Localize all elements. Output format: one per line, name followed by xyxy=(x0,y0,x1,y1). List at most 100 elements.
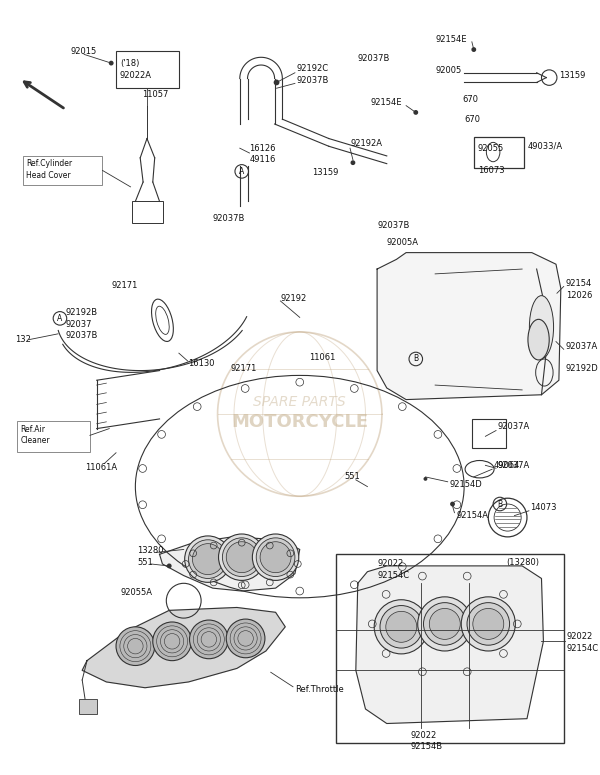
Text: 16126: 16126 xyxy=(250,143,276,153)
Polygon shape xyxy=(82,608,285,687)
Polygon shape xyxy=(160,537,300,591)
Circle shape xyxy=(223,538,261,577)
Circle shape xyxy=(185,536,231,582)
Text: 92154E: 92154E xyxy=(370,98,402,107)
Text: 92192: 92192 xyxy=(280,294,307,302)
Text: Ref.Cylinder: Ref.Cylinder xyxy=(26,159,72,168)
Circle shape xyxy=(430,608,460,639)
Text: 92037B: 92037B xyxy=(66,331,98,340)
Circle shape xyxy=(386,611,417,642)
Text: 11057: 11057 xyxy=(142,90,169,98)
Circle shape xyxy=(193,543,223,574)
Polygon shape xyxy=(377,253,561,400)
Text: 92037A: 92037A xyxy=(498,422,530,431)
Text: 551: 551 xyxy=(344,473,360,481)
Circle shape xyxy=(413,110,418,115)
Text: SPARE PARTS: SPARE PARTS xyxy=(253,395,346,409)
Circle shape xyxy=(218,534,265,580)
Circle shape xyxy=(190,620,228,659)
Text: 92154A: 92154A xyxy=(457,512,488,520)
Text: Head Cover: Head Cover xyxy=(26,170,71,180)
Circle shape xyxy=(188,540,227,578)
Circle shape xyxy=(226,542,257,573)
Bar xyxy=(23,156,103,185)
Text: 92005: 92005 xyxy=(435,67,461,75)
Text: 132: 132 xyxy=(16,335,31,344)
Text: 92154B: 92154B xyxy=(411,742,443,751)
Circle shape xyxy=(472,47,476,52)
Text: B: B xyxy=(497,500,502,508)
Text: 49033/A: 49033/A xyxy=(528,142,563,151)
Text: 13159: 13159 xyxy=(313,168,338,177)
Text: 16130: 16130 xyxy=(188,360,215,368)
Text: (13280): (13280) xyxy=(506,557,539,567)
Text: 92037B: 92037B xyxy=(297,76,329,85)
Text: 92022: 92022 xyxy=(377,560,403,569)
Circle shape xyxy=(226,619,265,658)
Circle shape xyxy=(467,603,509,645)
Text: 13280: 13280 xyxy=(137,546,164,555)
Text: 670: 670 xyxy=(462,95,478,105)
Text: 11061A: 11061A xyxy=(85,463,117,472)
Text: 92171: 92171 xyxy=(111,281,137,290)
Circle shape xyxy=(418,597,472,651)
Text: MOTORCYCLE: MOTORCYCLE xyxy=(231,413,368,431)
Text: 92022A: 92022A xyxy=(120,71,152,80)
Bar xyxy=(472,419,506,448)
Circle shape xyxy=(274,80,280,85)
Text: 92022: 92022 xyxy=(566,632,593,641)
Circle shape xyxy=(450,501,455,506)
Circle shape xyxy=(167,563,172,568)
Text: 551: 551 xyxy=(137,557,153,567)
Bar xyxy=(474,136,524,167)
Text: Ref.Throttle: Ref.Throttle xyxy=(295,685,344,694)
Text: 92154E: 92154E xyxy=(435,36,467,44)
Polygon shape xyxy=(356,566,544,724)
Text: 49064: 49064 xyxy=(493,461,520,470)
Text: 92037B: 92037B xyxy=(213,214,245,223)
Circle shape xyxy=(153,622,191,660)
Text: 92037B: 92037B xyxy=(358,53,390,63)
Text: 92154: 92154 xyxy=(566,279,592,288)
Text: ('18): ('18) xyxy=(120,59,139,67)
Bar xyxy=(337,554,564,743)
Circle shape xyxy=(253,534,299,580)
Text: 92055A: 92055A xyxy=(121,588,153,598)
Ellipse shape xyxy=(528,319,549,360)
Text: 92192B: 92192B xyxy=(66,308,98,317)
Text: Ref.Air: Ref.Air xyxy=(20,425,46,434)
Text: 92171: 92171 xyxy=(230,364,257,373)
Text: 92022: 92022 xyxy=(411,731,437,739)
Text: 11061: 11061 xyxy=(310,353,336,362)
Bar xyxy=(79,699,97,714)
Text: A: A xyxy=(239,167,244,176)
Circle shape xyxy=(260,542,291,573)
Circle shape xyxy=(424,603,466,645)
Text: 92037: 92037 xyxy=(66,319,92,329)
Circle shape xyxy=(256,538,295,577)
Text: 92192C: 92192C xyxy=(297,64,329,74)
Text: 49116: 49116 xyxy=(250,155,276,164)
Text: 92154C: 92154C xyxy=(377,571,409,580)
Text: 92154D: 92154D xyxy=(449,480,482,489)
Circle shape xyxy=(109,60,113,66)
Text: 92055: 92055 xyxy=(478,143,504,153)
Text: 92037A: 92037A xyxy=(498,461,530,470)
Circle shape xyxy=(380,605,422,648)
Circle shape xyxy=(374,600,428,654)
Text: 12026: 12026 xyxy=(566,291,592,300)
Text: 14073: 14073 xyxy=(530,504,556,512)
Text: 13159: 13159 xyxy=(559,71,585,80)
Ellipse shape xyxy=(529,295,554,359)
Circle shape xyxy=(473,608,504,639)
Text: 92192A: 92192A xyxy=(350,139,382,148)
Text: 92154C: 92154C xyxy=(566,643,599,653)
Text: B: B xyxy=(413,354,418,363)
Circle shape xyxy=(461,597,515,651)
Bar xyxy=(116,51,179,88)
Text: A: A xyxy=(58,314,62,323)
Bar xyxy=(17,421,90,452)
Text: 92037A: 92037A xyxy=(566,342,598,351)
Text: 92037B: 92037B xyxy=(377,221,409,230)
Circle shape xyxy=(350,160,355,165)
